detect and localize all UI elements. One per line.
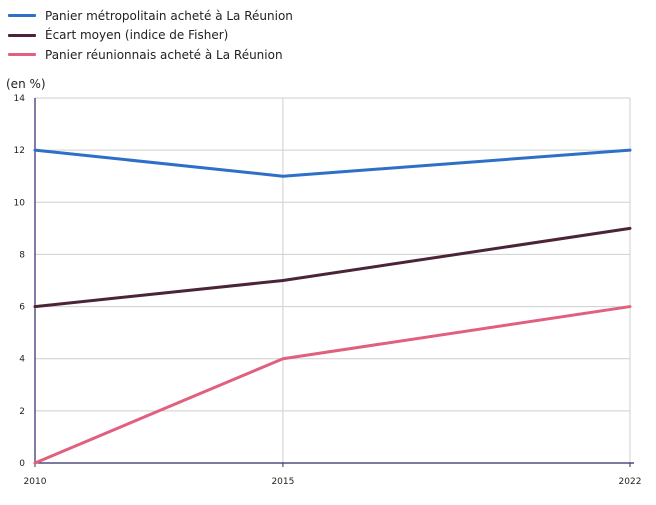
x-tick-label-2010: 2010	[24, 477, 47, 487]
legend-item-metropolitan: Panier métropolitain acheté à La Réunion	[8, 6, 293, 26]
y-axis-unit-label: (en %)	[6, 77, 46, 91]
legend-swatch-fisher	[8, 33, 36, 37]
legend: Panier métropolitain acheté à La Réunion…	[8, 6, 293, 65]
y-tick-label-0: 0	[19, 459, 25, 469]
y-tick-label-8: 8	[19, 250, 25, 260]
legend-label-reunionese: Panier réunionnais acheté à La Réunion	[45, 47, 283, 62]
y-tick-label-2: 2	[19, 407, 25, 417]
y-tick-label-10: 10	[14, 198, 26, 208]
series-line-1	[33, 226, 632, 309]
y-tick-label-12: 12	[14, 146, 25, 156]
y-tick-label-4: 4	[19, 355, 25, 365]
legend-label-metropolitan: Panier métropolitain acheté à La Réunion	[45, 8, 293, 23]
legend-label-fisher: Écart moyen (indice de Fisher)	[45, 28, 229, 43]
legend-item-fisher: Écart moyen (indice de Fisher)	[8, 26, 293, 46]
legend-swatch-reunionese	[8, 53, 36, 57]
legend-item-reunionese: Panier réunionnais acheté à La Réunion	[8, 45, 293, 65]
y-tick-label-6: 6	[19, 303, 25, 313]
series-line-0	[33, 148, 632, 178]
series-line-2	[33, 305, 632, 465]
x-tick-label-2015: 2015	[271, 477, 294, 487]
y-tick-label-14: 14	[14, 94, 26, 104]
x-tick-label-2022: 2022	[619, 477, 642, 487]
legend-swatch-metropolitan	[8, 14, 36, 18]
